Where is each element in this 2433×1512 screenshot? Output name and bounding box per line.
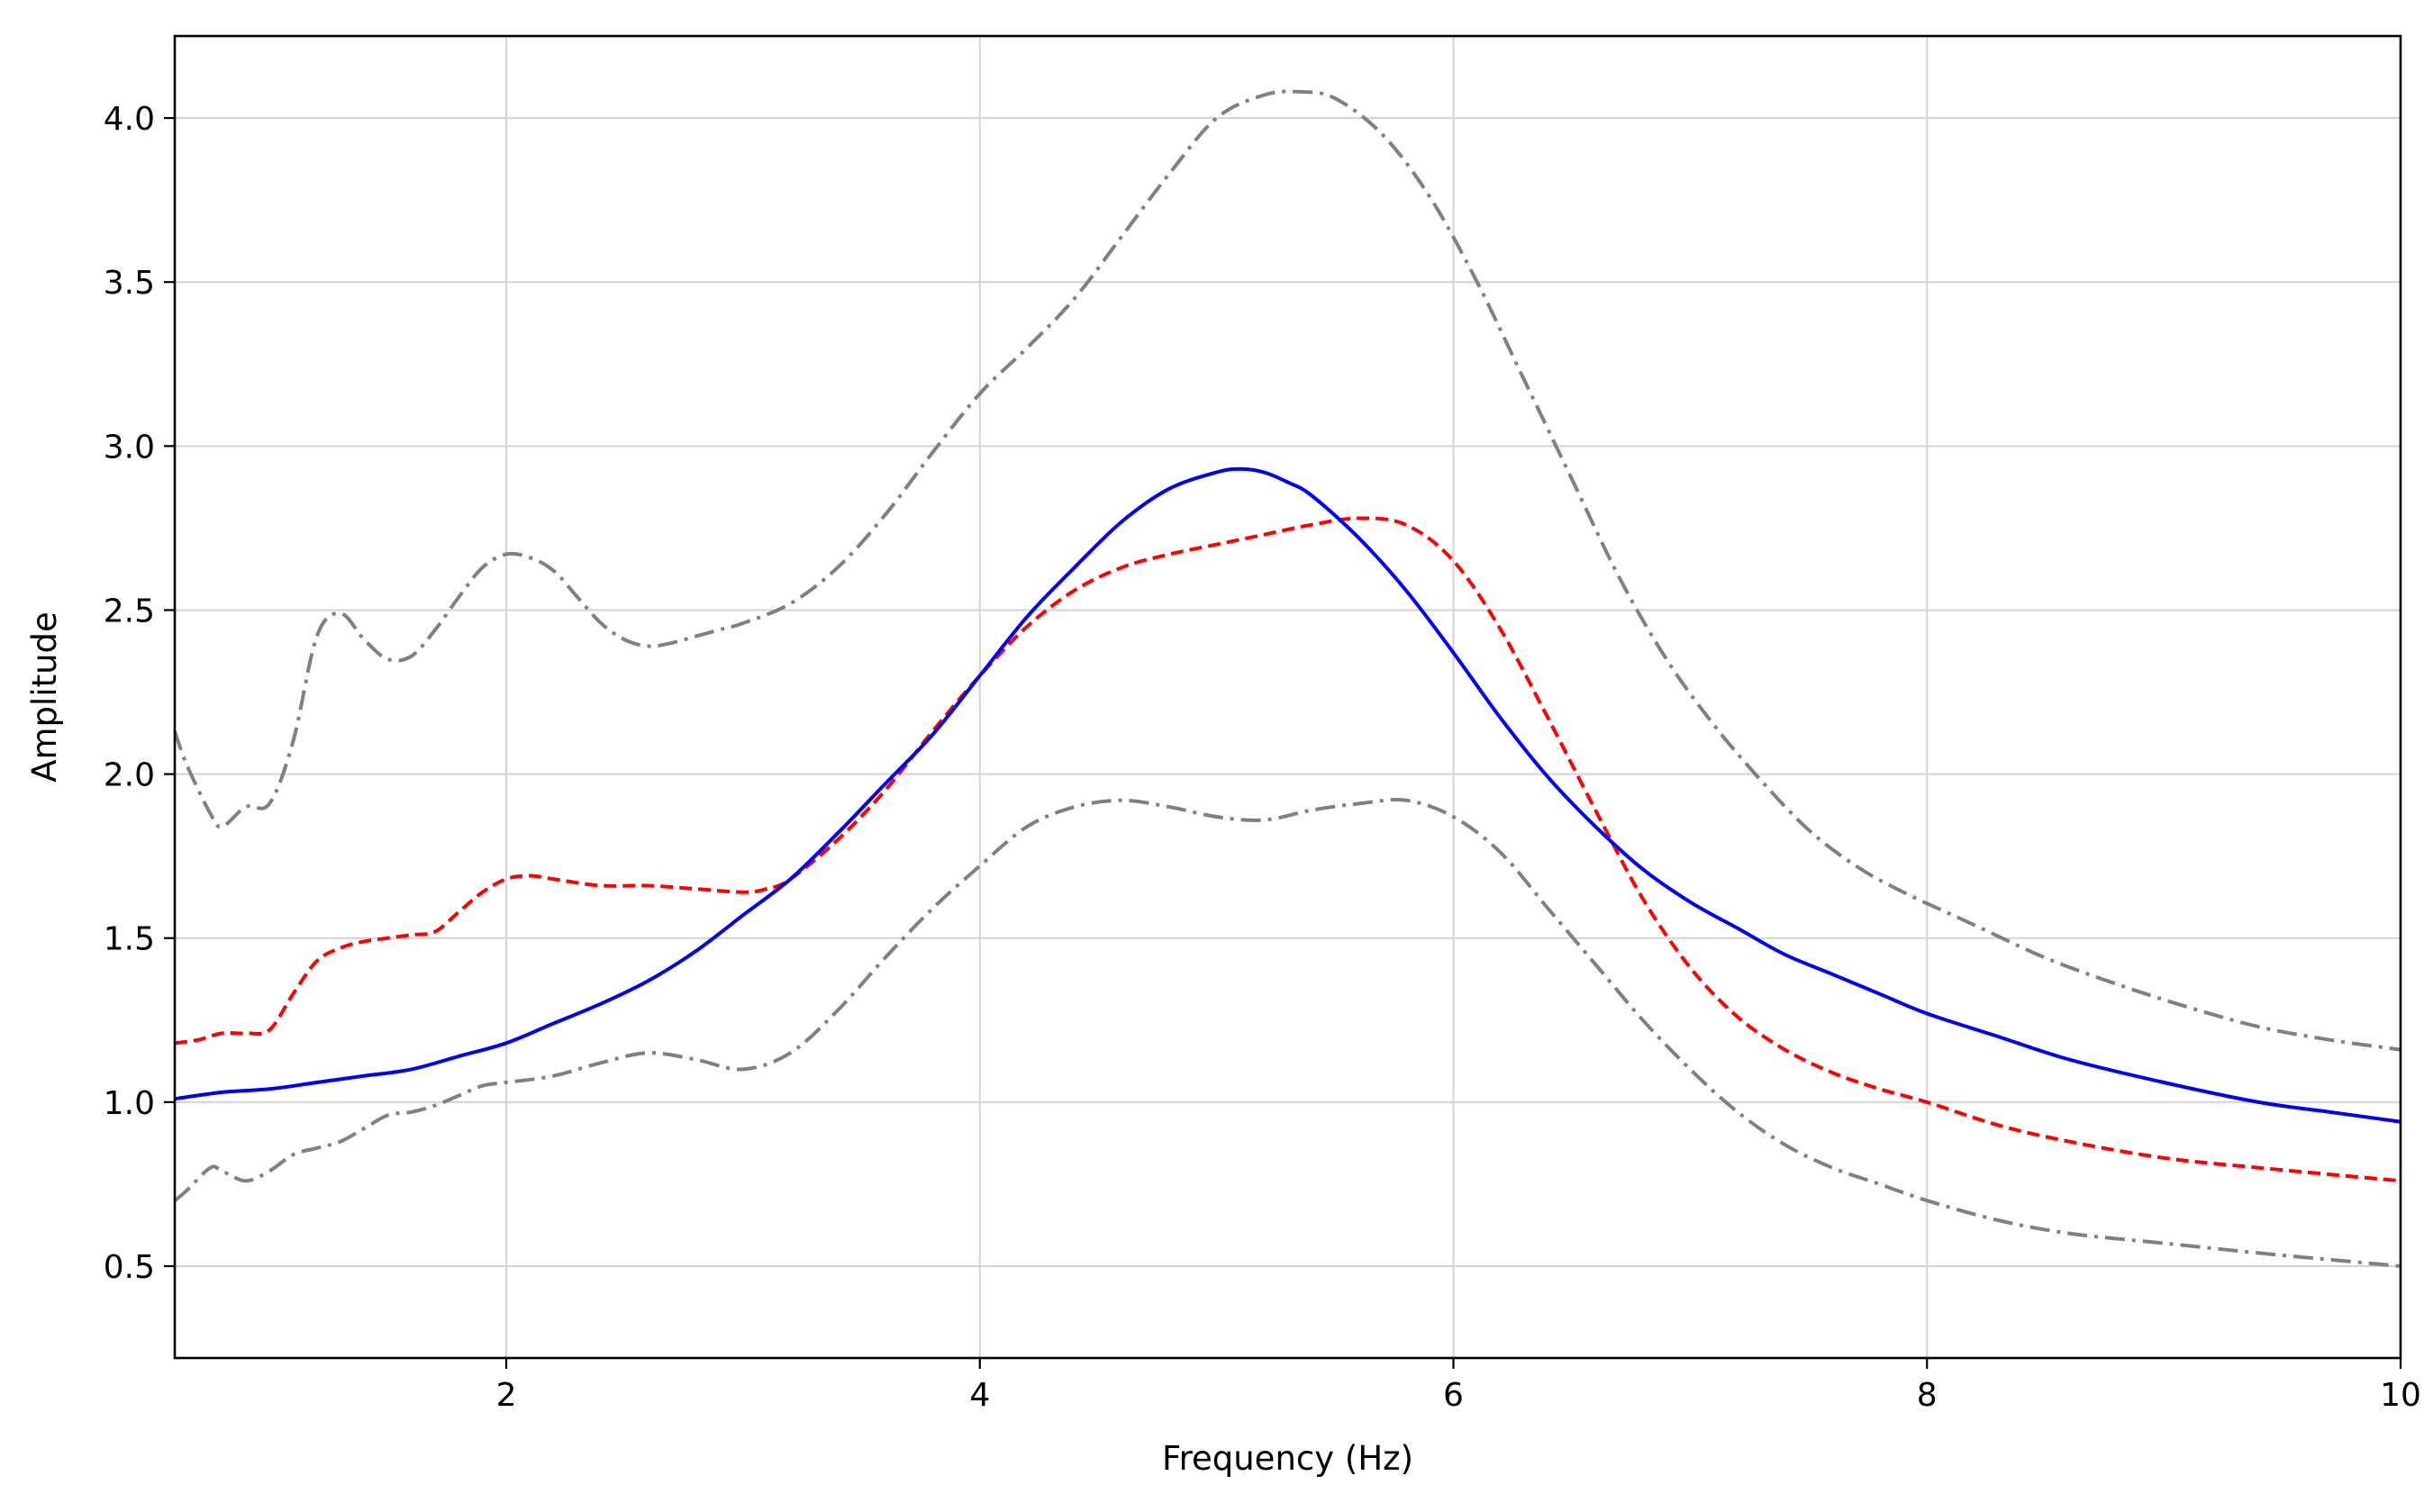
series-line-model-fit	[175, 466, 2401, 1124]
x-tick-label: 4	[969, 1377, 990, 1414]
x-tick-label: 8	[1917, 1377, 1938, 1414]
series-layer	[175, 89, 2401, 1268]
y-tick-label: 1.0	[104, 1085, 155, 1122]
x-tick-label: 10	[2380, 1377, 2421, 1414]
y-tick-label: 3.5	[104, 265, 155, 302]
y-tick-label: 1.5	[104, 921, 155, 958]
y-tick-label: 2.5	[104, 593, 155, 629]
y-tick-label: 2.0	[104, 757, 155, 794]
tick-layer: 2 4 6 8 10 0.5 1.0 1.5 2.0 2.5 3.0 3.5 4.0	[104, 101, 2421, 1414]
series-line-mean	[175, 516, 2401, 1183]
series-line-lower-bound	[175, 798, 2401, 1268]
y-tick-label: 3.0	[104, 429, 155, 466]
x-axis-label: Frequency (Hz)	[1162, 1439, 1413, 1478]
plot-frame	[173, 34, 2402, 1360]
y-tick-label: 4.0	[104, 101, 155, 138]
series-line-upper-bound	[175, 89, 2401, 1052]
x-tick-label: 6	[1443, 1377, 1464, 1414]
y-axis-label: Amplitude	[25, 611, 64, 783]
y-tick-label: 0.5	[104, 1249, 155, 1286]
x-tick-label: 2	[496, 1377, 517, 1414]
